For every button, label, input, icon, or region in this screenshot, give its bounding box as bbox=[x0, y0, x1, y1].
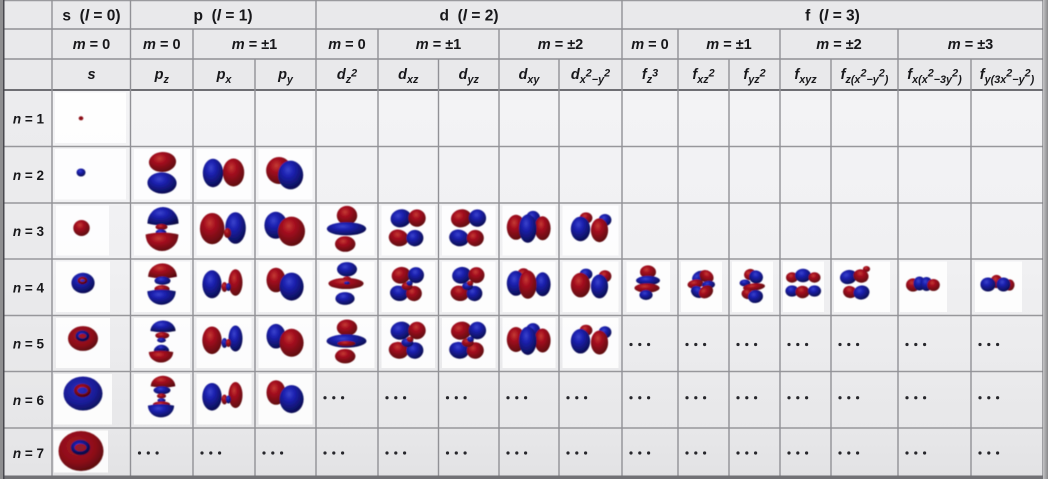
svg-text:d (l = 2): d (l = 2) bbox=[439, 8, 498, 25]
svg-text:p (l = 1): p (l = 1) bbox=[193, 8, 252, 25]
svg-text:dxy: dxy bbox=[519, 67, 541, 86]
svg-text:m = 0: m = 0 bbox=[328, 37, 366, 53]
svg-text:m = ±1: m = ±1 bbox=[706, 37, 751, 53]
svg-text:fyz2: fyz2 bbox=[743, 67, 765, 86]
svg-text:m = 0: m = 0 bbox=[143, 37, 181, 53]
svg-text:m = ±2: m = ±2 bbox=[816, 37, 861, 53]
svg-text:n = 6: n = 6 bbox=[13, 393, 45, 408]
svg-text:s: s bbox=[87, 67, 95, 83]
svg-text:n = 1: n = 1 bbox=[13, 111, 45, 126]
svg-text:dyz: dyz bbox=[459, 67, 480, 86]
svg-text:m = 0: m = 0 bbox=[631, 37, 669, 53]
svg-text:n = 2: n = 2 bbox=[13, 168, 44, 183]
svg-text:dz2: dz2 bbox=[337, 67, 357, 86]
svg-text:px: px bbox=[216, 67, 233, 86]
svg-text:py: py bbox=[277, 67, 294, 86]
svg-text:m = ±1: m = ±1 bbox=[416, 37, 461, 53]
svg-text:m = 0: m = 0 bbox=[73, 37, 111, 53]
svg-text:n = 5: n = 5 bbox=[13, 337, 45, 352]
svg-text:fxz2: fxz2 bbox=[692, 67, 714, 86]
svg-text:fz3: fz3 bbox=[642, 67, 658, 86]
svg-text:fz(x2−y2): fz(x2−y2) bbox=[841, 67, 889, 86]
svg-text:m = ±1: m = ±1 bbox=[232, 37, 277, 53]
svg-text:dx2−y2: dx2−y2 bbox=[571, 67, 610, 86]
svg-text:n = 4: n = 4 bbox=[13, 280, 45, 295]
svg-text:m = ±3: m = ±3 bbox=[948, 37, 993, 53]
svg-text:fy(3x2−y2): fy(3x2−y2) bbox=[980, 67, 1035, 86]
svg-text:fxyz: fxyz bbox=[794, 67, 817, 86]
svg-text:n = 7: n = 7 bbox=[13, 446, 44, 461]
svg-text:dxz: dxz bbox=[398, 67, 419, 86]
svg-text:f (l = 3): f (l = 3) bbox=[805, 8, 860, 25]
svg-text:m = ±2: m = ±2 bbox=[538, 37, 583, 53]
svg-text:n = 3: n = 3 bbox=[13, 224, 45, 239]
svg-text:s (l = 0): s (l = 0) bbox=[62, 8, 120, 25]
svg-text:fx(x2−3y2): fx(x2−3y2) bbox=[907, 67, 962, 86]
svg-text:pz: pz bbox=[154, 67, 170, 86]
